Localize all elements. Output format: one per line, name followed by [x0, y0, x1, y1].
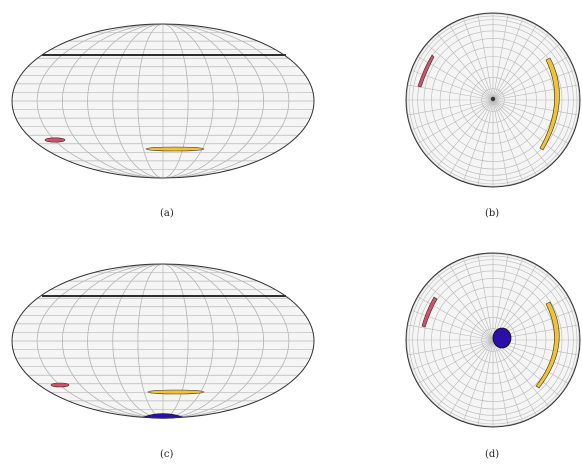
meridian-line — [462, 99, 494, 182]
red-region — [44, 137, 66, 143]
red-region — [421, 296, 438, 328]
meridian-line — [436, 273, 494, 341]
meridian-line — [407, 84, 494, 101]
yellow-region — [147, 389, 205, 395]
meridian-line — [492, 84, 579, 101]
meridian-line — [411, 339, 494, 371]
polar-panel-b — [405, 12, 581, 188]
meridian-line — [449, 99, 494, 176]
meridian-line — [492, 24, 537, 101]
meridian-line — [411, 309, 494, 341]
meridian-line — [477, 14, 494, 101]
meridian-line — [426, 339, 494, 397]
meridian-line — [411, 99, 494, 131]
meridian-line — [492, 69, 575, 101]
projection-outline — [405, 252, 581, 428]
meridian-line — [407, 324, 494, 341]
meridian-line — [462, 339, 494, 422]
meridian-line — [426, 99, 494, 157]
yellow-region — [145, 146, 205, 152]
blue-region — [492, 327, 512, 349]
meridian-line — [407, 99, 494, 116]
meridian-line — [492, 99, 575, 131]
meridian-line — [477, 254, 494, 341]
meridian-line — [492, 99, 537, 176]
meridian-line — [492, 99, 509, 186]
meridian-line — [407, 339, 494, 356]
meridian-line — [492, 264, 537, 341]
meridian-line — [492, 43, 560, 101]
projection-outline — [405, 12, 581, 188]
meridian-line — [492, 339, 537, 416]
meridian-line — [477, 99, 494, 186]
panel-label-a: (a) — [160, 208, 174, 219]
meridian-line — [449, 339, 494, 416]
mollweide-panel-a — [11, 23, 315, 179]
meridian-line — [436, 99, 494, 167]
meridian-line — [492, 99, 550, 167]
pole-marker — [490, 96, 496, 102]
meridian-line — [449, 24, 494, 101]
meridian-line — [492, 99, 560, 157]
meridian-line — [492, 99, 579, 116]
polar-panel-d — [405, 252, 581, 428]
meridian-line — [492, 339, 560, 397]
mollweide-panel-c — [11, 263, 315, 419]
meridian-line — [462, 18, 494, 101]
panel-label-b: (b) — [485, 208, 500, 219]
meridian-line — [449, 264, 494, 341]
projection-outline — [11, 23, 315, 179]
meridian-line — [462, 258, 494, 341]
yellow-region — [535, 301, 560, 389]
graticule — [406, 13, 580, 187]
yellow-region — [539, 57, 560, 151]
meridian-line — [477, 339, 494, 426]
projection-outline — [11, 263, 315, 419]
meridian-line — [492, 258, 524, 341]
meridian-line — [492, 14, 509, 101]
red-region — [50, 382, 70, 388]
meridian-line — [492, 33, 550, 101]
panel-label-c: (c) — [160, 449, 174, 460]
panel-label-d: (d) — [485, 449, 500, 460]
meridian-line — [492, 339, 524, 422]
meridian-line — [492, 18, 524, 101]
meridian-line — [492, 339, 550, 407]
meridian-line — [426, 43, 494, 101]
meridian-line — [492, 99, 524, 182]
meridian-line — [492, 99, 569, 144]
meridian-line — [492, 339, 509, 426]
meridian-line — [436, 33, 494, 101]
meridian-line — [417, 339, 494, 384]
meridian-line — [492, 254, 509, 341]
meridian-line — [417, 99, 494, 144]
meridian-line — [436, 339, 494, 407]
red-region — [417, 54, 435, 88]
meridian-line — [426, 283, 494, 341]
meridian-line — [492, 56, 569, 101]
